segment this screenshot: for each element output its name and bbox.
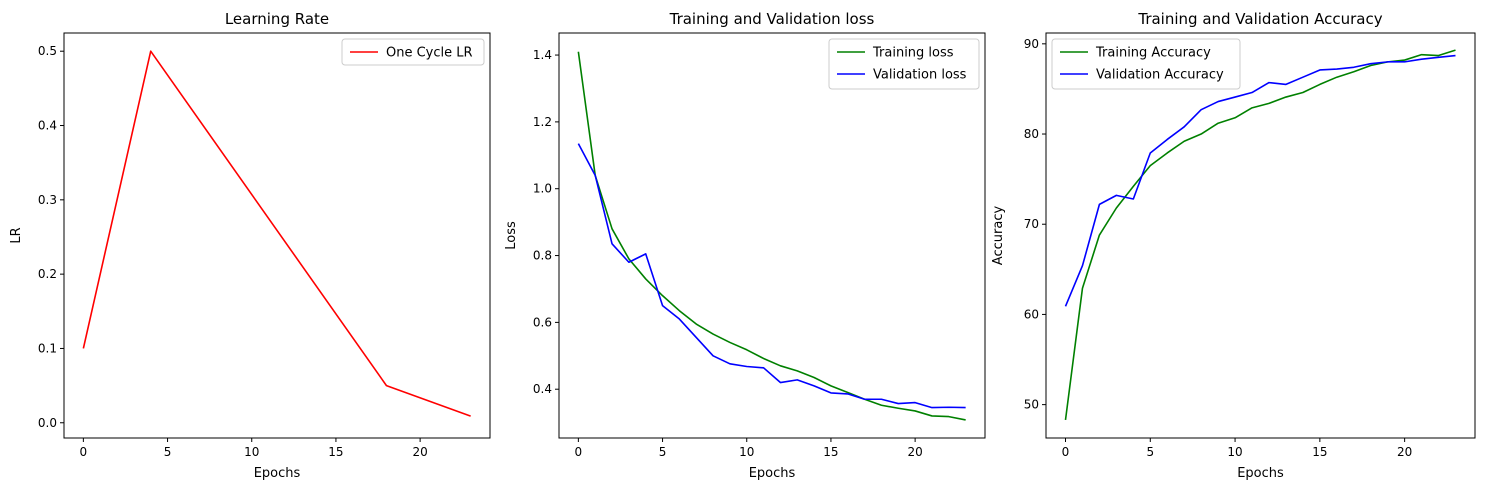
- chart-title: Training and Validation Accuracy: [1137, 10, 1382, 28]
- x-tick-label: 20: [1397, 445, 1412, 459]
- series-line-2: [577, 143, 966, 409]
- x-tick-label: 0: [1062, 445, 1070, 459]
- x-tick-label: 10: [244, 445, 259, 459]
- legend: Training Accuracy Validation Accuracy: [1051, 38, 1241, 90]
- legend-label: Training Accuracy: [1095, 46, 1211, 61]
- series-line-1: [82, 50, 471, 417]
- x-tick-label: 20: [907, 445, 922, 459]
- y-tick-label: 0.3: [38, 193, 57, 207]
- plot-frame: [63, 32, 491, 439]
- series-line-1: [577, 51, 966, 421]
- legend-label: Validation loss: [873, 68, 967, 83]
- y-tick-label: 0.0: [38, 416, 57, 430]
- x-tick-label: 0: [575, 445, 583, 459]
- y-axis-label: Loss: [504, 221, 519, 250]
- y-tick-label: 0.4: [533, 382, 552, 396]
- x-tick-label: 10: [1227, 445, 1242, 459]
- x-tick-label: 15: [328, 445, 343, 459]
- plot-frame: [558, 32, 986, 439]
- series-line-1: [1064, 49, 1456, 421]
- y-axis-label: Accuracy: [991, 206, 1006, 266]
- chart-2: Training and Validation loss 0 5 10 15 20 0.4 0…: [504, 10, 986, 481]
- legend-label: Validation Accuracy: [1096, 68, 1224, 83]
- y-tick-label: 80: [1024, 127, 1039, 141]
- y-tick-label: 1.0: [533, 182, 552, 196]
- legend: Training loss Validation loss: [828, 38, 980, 90]
- legend: One Cycle LR: [341, 38, 485, 66]
- y-tick-label: 1.4: [533, 48, 552, 62]
- y-tick-label: 1.2: [533, 115, 552, 129]
- chart-title: Learning Rate: [225, 10, 329, 28]
- y-tick-label: 0.6: [533, 315, 552, 329]
- y-tick-label: 0.5: [38, 44, 57, 58]
- legend-label: One Cycle LR: [386, 46, 473, 61]
- y-tick-label: 0.2: [38, 267, 57, 281]
- x-tick-label: 5: [164, 445, 172, 459]
- x-tick-label: 10: [739, 445, 754, 459]
- x-axis-label: Epochs: [254, 466, 301, 481]
- chart-3: Training and Validation Accuracy 0 5 10 15 20…: [991, 10, 1476, 481]
- y-tick-label: 50: [1024, 398, 1039, 412]
- legend-box: [1051, 38, 1241, 90]
- plot-frame: [1045, 32, 1476, 439]
- y-tick-label: 70: [1024, 217, 1039, 231]
- y-tick-label: 60: [1024, 307, 1039, 321]
- legend-label: Training loss: [872, 46, 954, 61]
- x-tick-label: 5: [1146, 445, 1154, 459]
- x-axis-label: Epochs: [749, 466, 796, 481]
- x-tick-label: 0: [80, 445, 88, 459]
- x-tick-label: 15: [823, 445, 838, 459]
- series-line-2: [1064, 54, 1456, 307]
- legend-box: [341, 38, 485, 66]
- chart-1: Learning Rate 0 5 10 15 20 0.0 0.1 0.2 0.3 0.4 0.5 E…: [9, 10, 491, 481]
- x-axis-label: Epochs: [1237, 466, 1284, 481]
- y-tick-label: 90: [1024, 37, 1039, 51]
- x-tick-label: 15: [1312, 445, 1327, 459]
- y-tick-label: 0.8: [533, 249, 552, 263]
- y-tick-label: 0.1: [38, 341, 57, 355]
- y-axis-label: LR: [9, 227, 24, 243]
- x-tick-label: 5: [659, 445, 667, 459]
- y-tick-label: 0.4: [38, 119, 57, 133]
- x-tick-label: 20: [412, 445, 427, 459]
- chart-title: Training and Validation loss: [669, 10, 875, 28]
- legend-box: [828, 38, 980, 90]
